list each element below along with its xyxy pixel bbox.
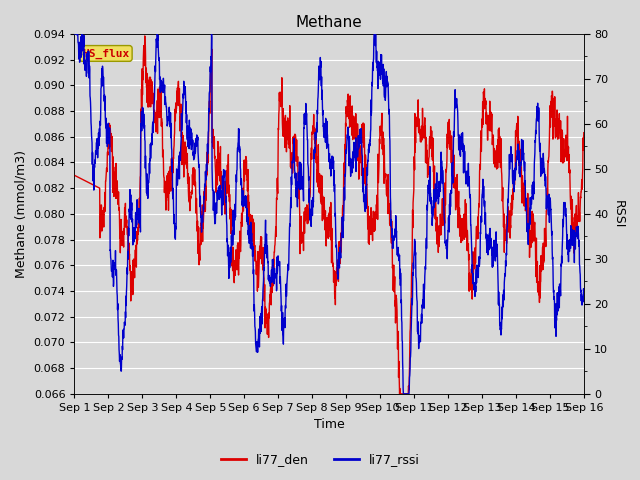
- Y-axis label: Methane (mmol/m3): Methane (mmol/m3): [15, 150, 28, 278]
- Legend: li77_den, li77_rssi: li77_den, li77_rssi: [216, 448, 424, 471]
- Text: HS_flux: HS_flux: [82, 48, 129, 59]
- Title: Methane: Methane: [296, 15, 362, 30]
- Y-axis label: RSSI: RSSI: [612, 200, 625, 228]
- X-axis label: Time: Time: [314, 419, 344, 432]
